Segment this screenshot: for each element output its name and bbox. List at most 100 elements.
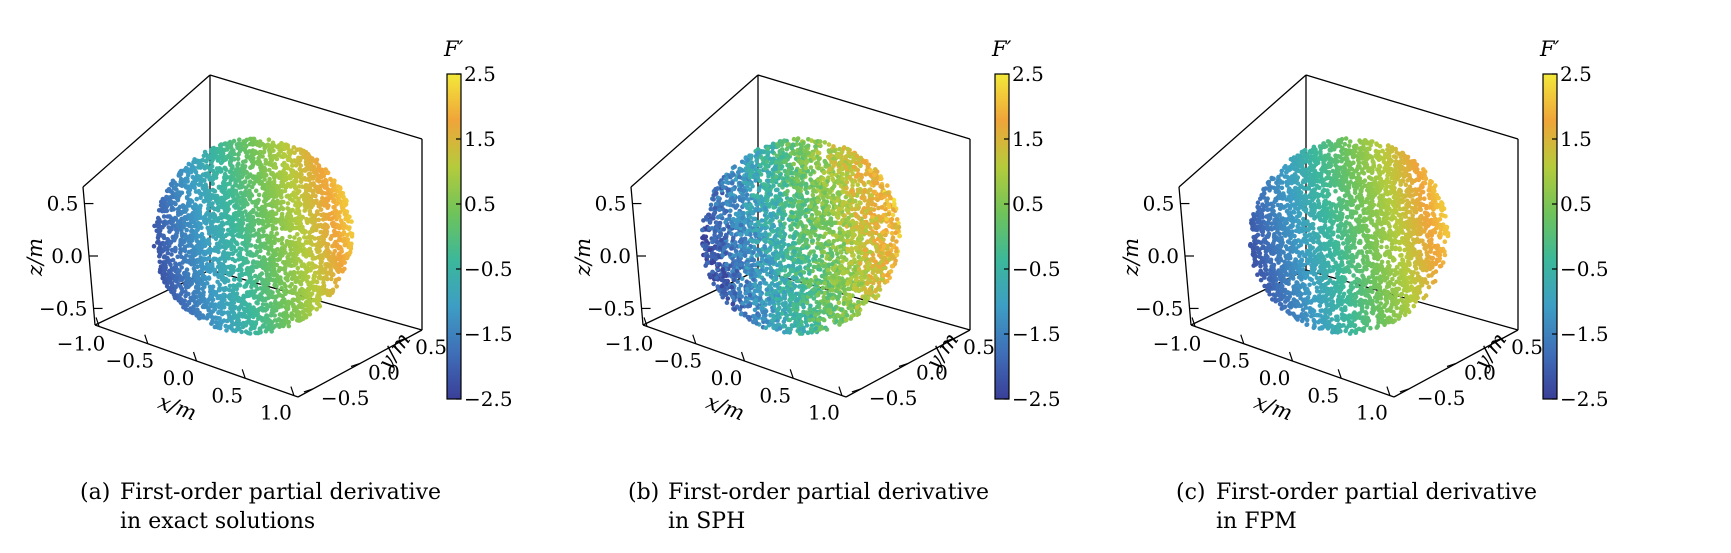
particle-point	[881, 273, 886, 278]
particle-point	[811, 296, 817, 301]
particle-point	[292, 287, 297, 293]
particle-point	[250, 253, 256, 258]
particle-point	[227, 283, 233, 289]
particle-point	[791, 306, 796, 312]
particle-point	[288, 213, 294, 219]
particle-point	[272, 282, 277, 288]
particle-point	[306, 171, 312, 177]
particle-point	[260, 324, 266, 329]
particle-point	[270, 240, 276, 245]
particle-point	[271, 266, 277, 272]
particle-point	[210, 315, 215, 320]
particle-point	[253, 243, 258, 249]
particle-point	[279, 237, 284, 242]
particle-point	[206, 172, 211, 177]
particle-point	[184, 253, 189, 258]
particle-point	[258, 248, 263, 254]
particle-point	[252, 325, 257, 331]
particle-point	[296, 318, 302, 323]
particle-point	[162, 208, 167, 214]
particle-point	[224, 255, 229, 261]
particle-point	[192, 300, 198, 305]
particle-point	[337, 234, 342, 240]
particle-point	[156, 208, 162, 213]
particle-point	[300, 277, 306, 283]
particle-point	[219, 300, 224, 305]
particle-point	[195, 311, 200, 316]
particle-point	[841, 300, 847, 306]
particle-point	[202, 284, 207, 290]
particle-point	[185, 222, 190, 227]
particle-point	[321, 283, 327, 288]
particle-point	[816, 150, 822, 156]
particle-point	[292, 235, 297, 240]
particle-point	[285, 181, 291, 187]
particle-point	[269, 162, 274, 168]
particle-cloud	[151, 136, 355, 336]
particle-point	[298, 281, 304, 287]
particle-point	[260, 279, 266, 285]
particle-point	[196, 164, 201, 169]
particle-point	[177, 225, 182, 230]
particle-point	[279, 304, 285, 309]
particle-point	[225, 251, 230, 256]
particle-point	[232, 312, 237, 317]
particle-point	[302, 313, 307, 318]
particle-point	[185, 172, 191, 178]
particle-point	[236, 152, 241, 157]
particle-point	[181, 299, 186, 305]
particle-point	[235, 145, 240, 151]
particle-point	[322, 231, 328, 236]
particle-point	[275, 257, 281, 262]
particle-point	[173, 232, 179, 238]
y-tick-label: 0.0	[368, 361, 400, 385]
particle-point	[279, 285, 285, 291]
particle-point	[345, 254, 350, 260]
particle-point	[297, 184, 302, 189]
particle-point	[231, 245, 237, 250]
particle-point	[307, 238, 313, 244]
particle-point	[708, 202, 714, 208]
particle-point	[244, 320, 249, 326]
particle-point	[266, 202, 272, 207]
particle-point	[894, 239, 899, 244]
particle-point	[262, 173, 268, 178]
particle-point	[263, 157, 269, 163]
particle-point	[197, 215, 202, 221]
particle-point	[254, 211, 259, 216]
particle-point	[763, 325, 769, 331]
particle-point	[303, 269, 309, 275]
particle-point	[297, 218, 303, 223]
particle-point	[224, 201, 229, 206]
particle-point	[278, 216, 284, 222]
particle-point	[209, 285, 214, 291]
particle-point	[314, 307, 320, 312]
particle-point	[341, 225, 347, 231]
particle-point	[206, 241, 211, 246]
particle-point	[222, 171, 228, 177]
particle-point	[209, 262, 214, 268]
particle-point	[241, 172, 246, 178]
particle-point	[209, 153, 214, 158]
particle-point	[175, 254, 180, 260]
particle-point	[254, 250, 259, 256]
particle-point	[190, 219, 196, 225]
particle-point	[317, 253, 323, 258]
particle-point	[196, 275, 201, 281]
particle-point	[212, 271, 218, 277]
particle-point	[297, 274, 302, 280]
particle-point	[169, 272, 174, 277]
particle-point	[332, 186, 337, 192]
particle-point	[296, 296, 302, 302]
panel-a: −1.0 −0.5 0.0 0.5 1.0 −0.5 0.0 0.5 −0.5 0.0 0.5 x/m…	[0, 0, 545, 553]
particle-point	[293, 202, 298, 208]
particle-point	[214, 292, 219, 298]
particle-point	[245, 330, 251, 336]
particle-point	[176, 219, 181, 225]
particle-point	[240, 217, 246, 222]
particle-point	[262, 145, 268, 151]
particle-point	[834, 318, 839, 324]
particle-point	[173, 285, 178, 290]
particle-point	[161, 235, 167, 241]
particle-point	[339, 262, 344, 268]
